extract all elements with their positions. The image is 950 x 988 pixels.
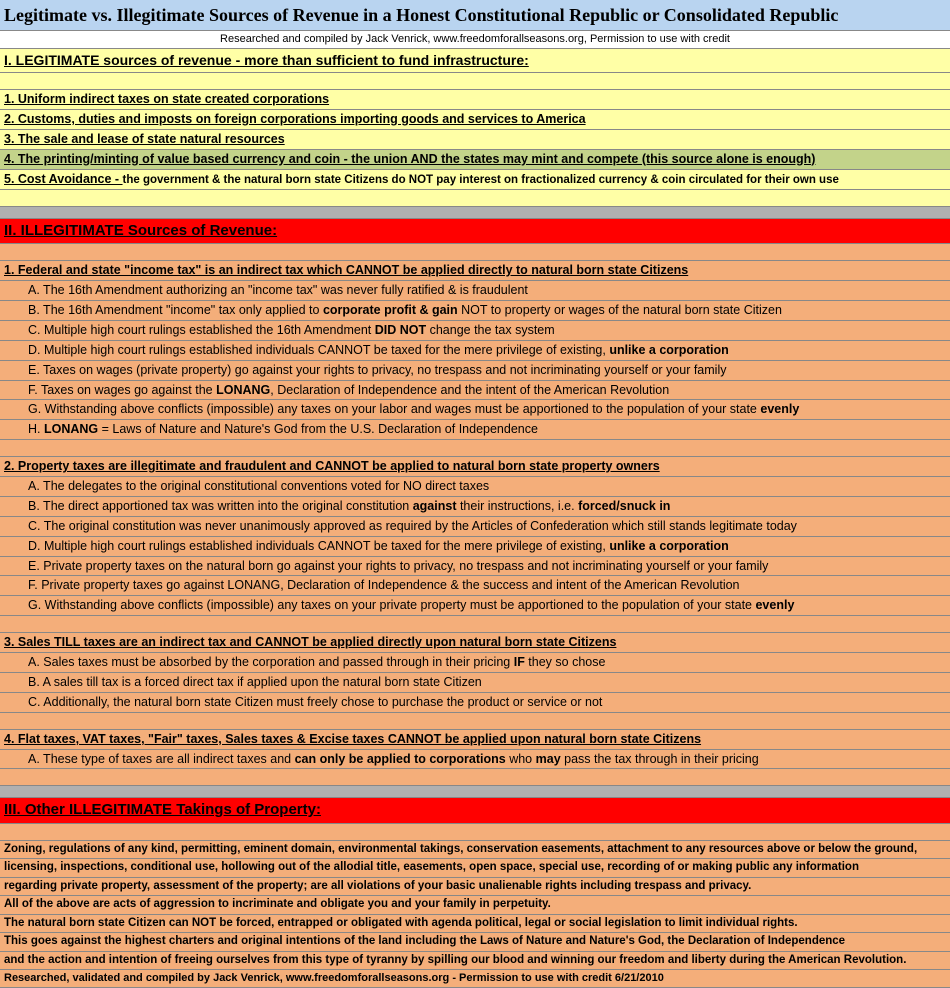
sec2-g1-h: H. LONANG = Laws of Nature and Nature's …	[0, 420, 950, 440]
sec2-g1-g: G. Withstanding above conflicts (impossi…	[0, 400, 950, 420]
sec1-item-3: 3. The sale and lease of state natural r…	[0, 130, 950, 150]
sec3-line-7: and the action and intention of freeing …	[0, 952, 950, 971]
spacer	[0, 713, 950, 730]
spacer	[0, 73, 950, 90]
sec3-line-5: The natural born state Citizen can NOT b…	[0, 915, 950, 934]
sec3-line-6: This goes against the highest charters a…	[0, 933, 950, 952]
sec2-g1-c: C. Multiple high court rulings establish…	[0, 321, 950, 341]
section-2-head: II. ILLEGITIMATE Sources of Revenue:	[0, 219, 950, 244]
sec3-line-1: Zoning, regulations of any kind, permitt…	[0, 841, 950, 860]
section-3-head: III. Other ILLEGITIMATE Takings of Prope…	[0, 798, 950, 823]
spacer	[0, 616, 950, 633]
text: the government & the natural born state …	[123, 174, 839, 186]
divider	[0, 786, 950, 798]
sec2-g2-head: 2. Property taxes are illegitimate and f…	[0, 457, 950, 477]
sec2-g1-e: E. Taxes on wages (private property) go …	[0, 361, 950, 381]
spacer	[0, 244, 950, 261]
sec3-line-4: All of the above are acts of aggression …	[0, 896, 950, 915]
sec3-footer: Researched, validated and compiled by Ja…	[0, 970, 950, 988]
sec2-g2-c: C. The original constitution was never u…	[0, 517, 950, 537]
sec1-item-1: 1. Uniform indirect taxes on state creat…	[0, 90, 950, 110]
spacer	[0, 190, 950, 207]
sec2-g2-f: F. Private property taxes go against LON…	[0, 576, 950, 596]
spacer	[0, 824, 950, 841]
sec2-g3-a: A. Sales taxes must be absorbed by the c…	[0, 653, 950, 673]
sec2-g1-b: B. The 16th Amendment "income" tax only …	[0, 301, 950, 321]
sec2-g1-head: 1. Federal and state "income tax" is an …	[0, 261, 950, 281]
sec3-line-3: regarding private property, assessment o…	[0, 878, 950, 897]
credit-line: Researched and compiled by Jack Venrick,…	[0, 31, 950, 49]
sec2-g2-b: B. The direct apportioned tax was writte…	[0, 497, 950, 517]
page-title: Legitimate vs. Illegitimate Sources of R…	[0, 0, 950, 31]
sec3-line-2: licensing, inspections, conditional use,…	[0, 859, 950, 878]
divider	[0, 207, 950, 219]
section-1-head: I. LEGITIMATE sources of revenue - more …	[0, 49, 950, 73]
spacer	[0, 440, 950, 457]
sec2-g3-head: 3. Sales TILL taxes are an indirect tax …	[0, 633, 950, 653]
sec2-g2-g: G. Withstanding above conflicts (impossi…	[0, 596, 950, 616]
sec2-g1-d: D. Multiple high court rulings establish…	[0, 341, 950, 361]
sec2-g4-head: 4. Flat taxes, VAT taxes, "Fair" taxes, …	[0, 730, 950, 750]
sec1-item-5: 5. Cost Avoidance - the government & the…	[0, 170, 950, 191]
label: 5. Cost Avoidance -	[4, 172, 123, 186]
spacer	[0, 769, 950, 786]
sec2-g2-a: A. The delegates to the original constit…	[0, 477, 950, 497]
sec1-item-4: 4. The printing/minting of value based c…	[0, 150, 950, 170]
sec1-item-2: 2. Customs, duties and imposts on foreig…	[0, 110, 950, 130]
sec2-g4-a: A. These type of taxes are all indirect …	[0, 750, 950, 770]
sec2-g3-c: C. Additionally, the natural born state …	[0, 693, 950, 713]
sec2-g1-f: F. Taxes on wages go against the LONANG,…	[0, 381, 950, 401]
sec2-g2-d: D. Multiple high court rulings establish…	[0, 537, 950, 557]
sec2-g3-b: B. A sales till tax is a forced direct t…	[0, 673, 950, 693]
sec2-g1-a: A. The 16th Amendment authorizing an "in…	[0, 281, 950, 301]
sec2-g2-e: E. Private property taxes on the natural…	[0, 557, 950, 577]
